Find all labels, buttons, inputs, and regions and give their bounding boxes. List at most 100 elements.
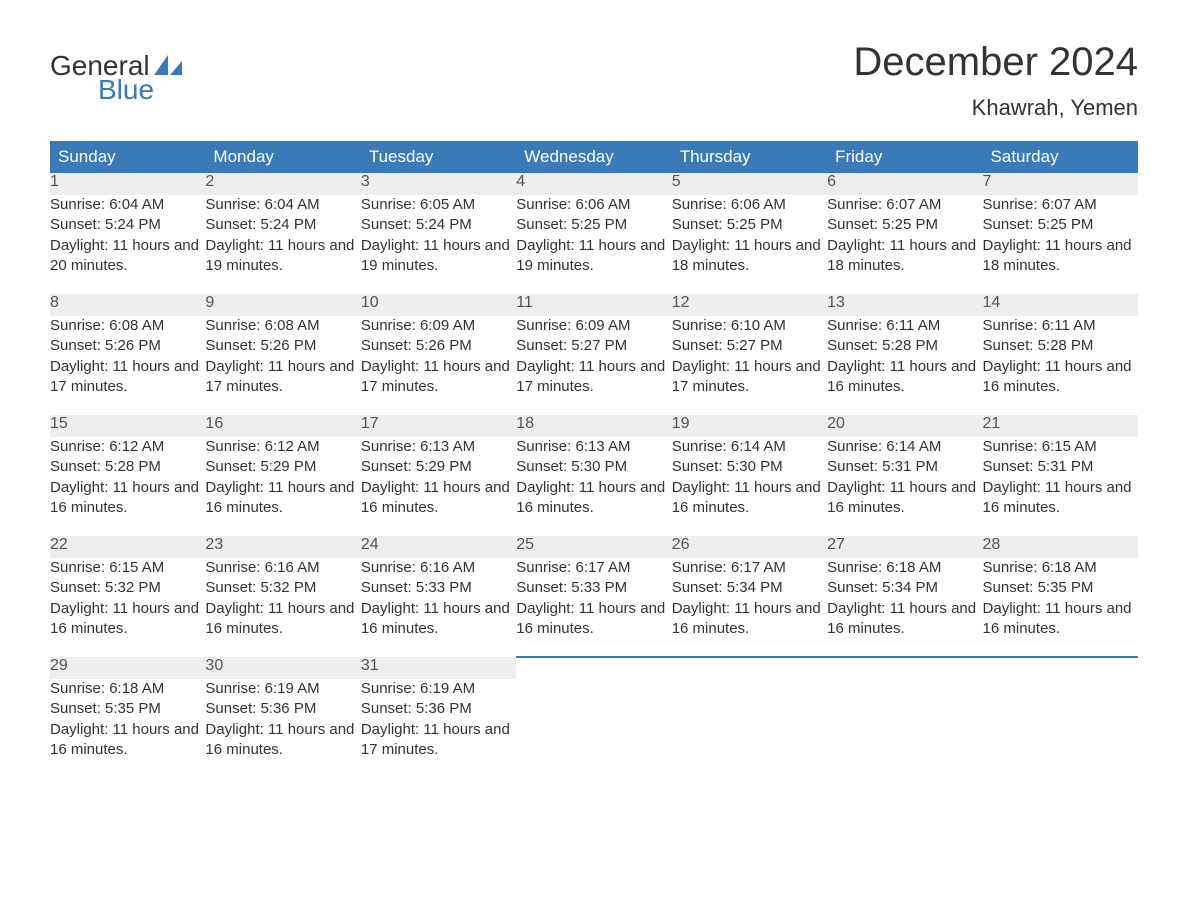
sunrise-line: Sunrise: 6:19 AM [361, 679, 516, 699]
sunrise-line: Sunrise: 6:11 AM [983, 316, 1138, 336]
daylight-line: Daylight: 11 hours and 19 minutes. [205, 236, 360, 277]
daylight-line: Daylight: 11 hours and 16 minutes. [672, 599, 827, 640]
sunrise-line: Sunrise: 6:06 AM [672, 195, 827, 215]
day-detail-cell: Sunrise: 6:10 AMSunset: 5:27 PMDaylight:… [672, 316, 827, 397]
daylight-line: Daylight: 11 hours and 18 minutes. [672, 236, 827, 277]
day-detail-cell: Sunrise: 6:11 AMSunset: 5:28 PMDaylight:… [827, 316, 982, 397]
sunset-line: Sunset: 5:25 PM [516, 215, 671, 235]
day-detail-cell: Sunrise: 6:08 AMSunset: 5:26 PMDaylight:… [50, 316, 205, 397]
daylight-line: Daylight: 11 hours and 19 minutes. [361, 236, 516, 277]
day-detail-cell: Sunrise: 6:06 AMSunset: 5:25 PMDaylight:… [672, 195, 827, 276]
daylight-line: Daylight: 11 hours and 16 minutes. [205, 478, 360, 519]
day-number-cell: 18 [516, 415, 671, 437]
day-number-cell: 5 [672, 173, 827, 195]
day-detail-row: Sunrise: 6:04 AMSunset: 5:24 PMDaylight:… [50, 195, 1138, 276]
calendar-page: General Blue December 2024 Khawrah, Yeme… [0, 0, 1188, 800]
day-detail-cell: Sunrise: 6:17 AMSunset: 5:33 PMDaylight:… [516, 558, 671, 639]
day-detail-cell: Sunrise: 6:18 AMSunset: 5:35 PMDaylight:… [983, 558, 1138, 639]
daylight-line: Daylight: 11 hours and 16 minutes. [516, 599, 671, 640]
day-detail-row: Sunrise: 6:12 AMSunset: 5:28 PMDaylight:… [50, 437, 1138, 518]
day-number-cell [672, 657, 827, 679]
sunset-line: Sunset: 5:25 PM [827, 215, 982, 235]
sunrise-line: Sunrise: 6:15 AM [983, 437, 1138, 457]
sunrise-line: Sunrise: 6:04 AM [205, 195, 360, 215]
day-detail-cell [516, 679, 671, 760]
day-detail-cell: Sunrise: 6:07 AMSunset: 5:25 PMDaylight:… [827, 195, 982, 276]
day-detail-cell: Sunrise: 6:18 AMSunset: 5:34 PMDaylight:… [827, 558, 982, 639]
day-detail-cell: Sunrise: 6:14 AMSunset: 5:31 PMDaylight:… [827, 437, 982, 518]
day-number-cell: 24 [361, 536, 516, 558]
day-number-cell: 26 [672, 536, 827, 558]
day-detail-cell: Sunrise: 6:12 AMSunset: 5:28 PMDaylight:… [50, 437, 205, 518]
sunrise-line: Sunrise: 6:12 AM [205, 437, 360, 457]
sunset-line: Sunset: 5:25 PM [672, 215, 827, 235]
location-label: Khawrah, Yemen [853, 95, 1138, 121]
sunrise-line: Sunrise: 6:13 AM [361, 437, 516, 457]
sunrise-line: Sunrise: 6:16 AM [205, 558, 360, 578]
sunrise-line: Sunrise: 6:17 AM [516, 558, 671, 578]
sunset-line: Sunset: 5:32 PM [205, 578, 360, 598]
sunset-line: Sunset: 5:26 PM [361, 336, 516, 356]
weekday-header-row: SundayMondayTuesdayWednesdayThursdayFrid… [50, 141, 1138, 173]
sunset-line: Sunset: 5:28 PM [827, 336, 982, 356]
weekday-header: Tuesday [361, 141, 516, 173]
page-title: December 2024 [853, 40, 1138, 85]
sunset-line: Sunset: 5:33 PM [361, 578, 516, 598]
sunset-line: Sunset: 5:27 PM [516, 336, 671, 356]
sunset-line: Sunset: 5:32 PM [50, 578, 205, 598]
daylight-line: Daylight: 11 hours and 16 minutes. [50, 478, 205, 519]
sunrise-line: Sunrise: 6:19 AM [205, 679, 360, 699]
daylight-line: Daylight: 11 hours and 20 minutes. [50, 236, 205, 277]
sunset-line: Sunset: 5:29 PM [361, 457, 516, 477]
sunset-line: Sunset: 5:30 PM [516, 457, 671, 477]
daylight-line: Daylight: 11 hours and 16 minutes. [983, 599, 1138, 640]
daylight-line: Daylight: 11 hours and 18 minutes. [827, 236, 982, 277]
day-number-cell: 10 [361, 294, 516, 316]
daylight-line: Daylight: 11 hours and 16 minutes. [983, 357, 1138, 398]
sunrise-line: Sunrise: 6:16 AM [361, 558, 516, 578]
day-number-cell: 25 [516, 536, 671, 558]
daylight-line: Daylight: 11 hours and 16 minutes. [827, 357, 982, 398]
day-number-row: 891011121314 [50, 294, 1138, 316]
sunset-line: Sunset: 5:36 PM [205, 699, 360, 719]
daylight-line: Daylight: 11 hours and 16 minutes. [50, 599, 205, 640]
sunset-line: Sunset: 5:25 PM [983, 215, 1138, 235]
sunset-line: Sunset: 5:31 PM [827, 457, 982, 477]
weekday-header: Sunday [50, 141, 205, 173]
day-number-cell: 14 [983, 294, 1138, 316]
daylight-line: Daylight: 11 hours and 16 minutes. [205, 599, 360, 640]
logo: General Blue [50, 40, 182, 106]
day-number-cell: 11 [516, 294, 671, 316]
day-number-cell: 9 [205, 294, 360, 316]
day-detail-cell: Sunrise: 6:15 AMSunset: 5:31 PMDaylight:… [983, 437, 1138, 518]
day-number-cell: 19 [672, 415, 827, 437]
sunset-line: Sunset: 5:27 PM [672, 336, 827, 356]
sunrise-line: Sunrise: 6:07 AM [827, 195, 982, 215]
day-number-cell: 21 [983, 415, 1138, 437]
sunrise-line: Sunrise: 6:04 AM [50, 195, 205, 215]
day-number-cell: 1 [50, 173, 205, 195]
day-detail-row: Sunrise: 6:08 AMSunset: 5:26 PMDaylight:… [50, 316, 1138, 397]
day-number-cell: 29 [50, 657, 205, 679]
day-number-cell: 6 [827, 173, 982, 195]
day-number-cell: 23 [205, 536, 360, 558]
day-detail-cell: Sunrise: 6:07 AMSunset: 5:25 PMDaylight:… [983, 195, 1138, 276]
day-number-cell: 3 [361, 173, 516, 195]
daylight-line: Daylight: 11 hours and 17 minutes. [672, 357, 827, 398]
weekday-header: Wednesday [516, 141, 671, 173]
daylight-line: Daylight: 11 hours and 19 minutes. [516, 236, 671, 277]
sunrise-line: Sunrise: 6:12 AM [50, 437, 205, 457]
day-number-cell [827, 657, 982, 679]
daylight-line: Daylight: 11 hours and 16 minutes. [361, 478, 516, 519]
day-number-cell: 15 [50, 415, 205, 437]
day-detail-cell: Sunrise: 6:12 AMSunset: 5:29 PMDaylight:… [205, 437, 360, 518]
day-detail-cell: Sunrise: 6:15 AMSunset: 5:32 PMDaylight:… [50, 558, 205, 639]
day-detail-cell: Sunrise: 6:17 AMSunset: 5:34 PMDaylight:… [672, 558, 827, 639]
daylight-line: Daylight: 11 hours and 16 minutes. [516, 478, 671, 519]
day-number-row: 1234567 [50, 173, 1138, 195]
daylight-line: Daylight: 11 hours and 17 minutes. [361, 357, 516, 398]
sunrise-line: Sunrise: 6:09 AM [516, 316, 671, 336]
day-number-cell: 31 [361, 657, 516, 679]
daylight-line: Daylight: 11 hours and 16 minutes. [827, 478, 982, 519]
daylight-line: Daylight: 11 hours and 16 minutes. [50, 720, 205, 761]
